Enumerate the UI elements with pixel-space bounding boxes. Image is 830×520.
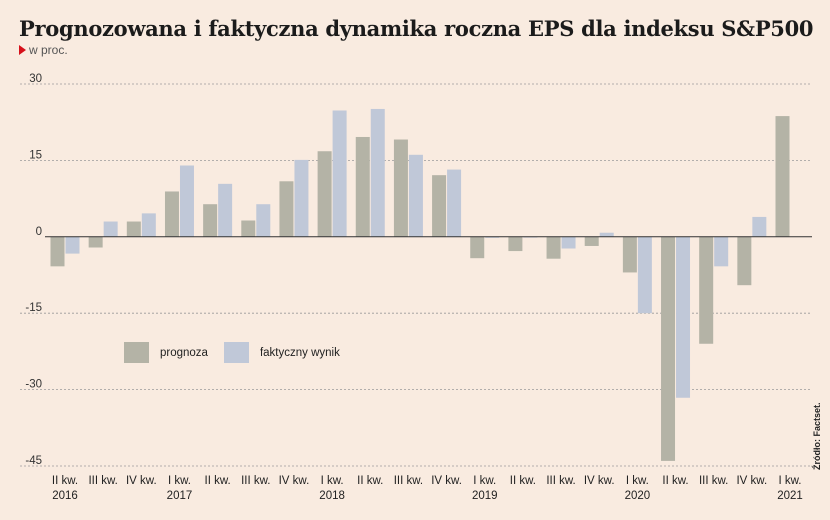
bar-prognoza bbox=[699, 236, 714, 344]
x-tick-label: I kw. bbox=[626, 475, 649, 487]
x-tick-label: IV kw. bbox=[126, 475, 157, 487]
x-tick-label: III kw. bbox=[699, 475, 728, 487]
x-tick-label: IV kw. bbox=[736, 475, 767, 487]
bar-faktyczny bbox=[256, 204, 271, 237]
y-tick-label: -15 bbox=[25, 302, 42, 314]
bar-faktyczny bbox=[714, 236, 729, 267]
legend: prognoza faktyczny wynik bbox=[124, 342, 356, 363]
legend-swatch-faktyczny bbox=[223, 342, 249, 363]
bar-faktyczny bbox=[752, 216, 767, 237]
legend-swatch-prognoza bbox=[124, 342, 149, 363]
x-tick-label: III kw. bbox=[241, 475, 270, 487]
bar-faktyczny bbox=[103, 221, 118, 237]
bar-prognoza bbox=[661, 236, 676, 461]
bar-faktyczny bbox=[408, 154, 423, 237]
legend-label-faktyczny: faktyczny wynik bbox=[259, 346, 340, 359]
bar-prognoza bbox=[355, 136, 370, 237]
x-tick-label: II kw. bbox=[205, 475, 231, 487]
bar-faktyczny bbox=[447, 169, 462, 237]
y-tick-label: 0 bbox=[36, 226, 42, 238]
x-year-label: 2021 bbox=[777, 490, 803, 502]
legend-label-prognoza: prognoza bbox=[160, 346, 208, 359]
x-tick-label: III kw. bbox=[546, 475, 575, 487]
red-triangle-icon bbox=[19, 45, 26, 55]
x-tick-label: III kw. bbox=[394, 475, 423, 487]
x-tick-label: II kw. bbox=[510, 475, 536, 487]
x-year-label: 2019 bbox=[472, 490, 498, 502]
x-tick-label: IV kw. bbox=[584, 475, 615, 487]
bar-prognoza bbox=[126, 221, 141, 237]
x-tick-label: I kw. bbox=[473, 475, 496, 487]
bar-prognoza bbox=[737, 236, 752, 286]
bar-faktyczny bbox=[561, 236, 576, 249]
bar-prognoza bbox=[164, 191, 179, 237]
bar-faktyczny bbox=[485, 236, 500, 238]
bar-prognoza bbox=[88, 236, 103, 248]
bar-faktyczny bbox=[179, 165, 194, 237]
x-tick-label: I kw. bbox=[168, 475, 191, 487]
bar-prognoza bbox=[508, 236, 523, 252]
y-tick-label: -45 bbox=[25, 455, 42, 467]
x-year-label: 2020 bbox=[625, 490, 651, 502]
bar-faktyczny bbox=[370, 108, 385, 237]
bar-prognoza bbox=[622, 236, 637, 273]
x-year-label: 2016 bbox=[52, 490, 78, 502]
x-tick-label: II kw. bbox=[52, 475, 78, 487]
x-tick-label: I kw. bbox=[321, 475, 344, 487]
bar-prognoza bbox=[50, 236, 65, 267]
y-tick-label: 15 bbox=[29, 149, 42, 161]
bar-prognoza bbox=[241, 220, 256, 237]
bar-prognoza bbox=[775, 116, 790, 237]
bar-prognoza bbox=[546, 236, 561, 259]
x-tick-label: IV kw. bbox=[279, 475, 310, 487]
x-tick-label: II kw. bbox=[357, 475, 383, 487]
bar-prognoza bbox=[393, 139, 408, 237]
bar-faktyczny bbox=[65, 236, 80, 254]
bar-faktyczny bbox=[637, 236, 652, 314]
bar-faktyczny bbox=[676, 236, 691, 398]
bar-prognoza bbox=[470, 236, 485, 259]
source-note: Źródło: Factset. bbox=[812, 402, 822, 470]
x-tick-label: III kw. bbox=[88, 475, 117, 487]
x-year-label: 2017 bbox=[167, 490, 193, 502]
bar-faktyczny bbox=[141, 213, 156, 237]
bar-faktyczny bbox=[332, 110, 347, 237]
bar-prognoza bbox=[432, 175, 447, 237]
bar-faktyczny bbox=[218, 183, 233, 237]
y-tick-label: -30 bbox=[25, 379, 42, 391]
y-tick-label: 30 bbox=[29, 73, 42, 85]
x-tick-label: II kw. bbox=[662, 475, 688, 487]
bar-prognoza bbox=[584, 236, 599, 246]
x-year-label: 2018 bbox=[319, 490, 345, 502]
chart-title: Prognozowana i faktyczna dynamika roczna… bbox=[19, 16, 814, 41]
bar-prognoza bbox=[317, 151, 332, 237]
bar-faktyczny bbox=[599, 232, 614, 237]
bar-faktyczny bbox=[294, 159, 309, 237]
unit-label: w proc. bbox=[29, 43, 68, 57]
x-tick-label: I kw. bbox=[778, 475, 801, 487]
bar-prognoza bbox=[279, 181, 294, 237]
chart-subtitle: w proc. bbox=[19, 43, 68, 57]
bar-prognoza bbox=[203, 204, 218, 237]
x-tick-label: IV kw. bbox=[431, 475, 462, 487]
